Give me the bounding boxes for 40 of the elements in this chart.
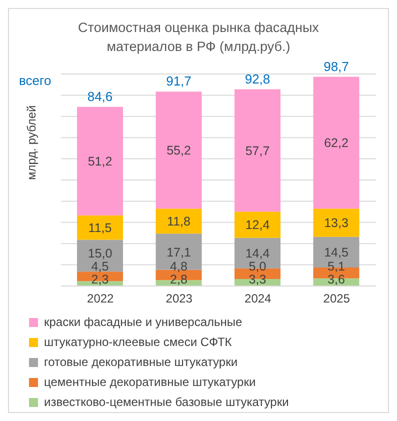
- bar: [313, 76, 360, 209]
- x-tick-label: 2023: [166, 292, 193, 306]
- data-label: 14,5: [324, 246, 348, 260]
- total-label: 84,6: [87, 88, 113, 104]
- total-label: 91,7: [166, 74, 192, 89]
- data-label: 11,5: [88, 221, 112, 236]
- x-tick-label: 2022: [87, 292, 114, 306]
- data-label: 12,4: [245, 218, 270, 232]
- bar: [313, 208, 360, 237]
- data-label: 4,5: [91, 260, 109, 274]
- chart-title: Стоимостная оценка рынка фасадных материалов в РФ (млрд.руб.): [78, 20, 319, 54]
- legend-label: штукатурно-клеевые смеси СФТК: [44, 335, 232, 349]
- bar: [77, 106, 123, 216]
- data-label: 14,4: [245, 246, 270, 260]
- y-axis-title: млрд. рублей: [24, 105, 38, 180]
- bar: [156, 208, 202, 234]
- data-label: 57,7: [245, 144, 270, 158]
- data-label: 2,8: [170, 272, 188, 286]
- data-label: 51,2: [88, 154, 112, 169]
- legend-label: цементные декоративные штукатурки: [44, 375, 256, 389]
- x-tick-label: 2024: [244, 292, 272, 306]
- total-label: 98,7: [324, 58, 349, 74]
- data-label: 4,8: [170, 260, 188, 274]
- x-tick-label: 2025: [323, 292, 350, 306]
- data-label: 15,0: [88, 246, 112, 260]
- data-label: 13,3: [324, 216, 348, 230]
- text: всего: [19, 73, 52, 88]
- data-label: 11,8: [167, 214, 190, 229]
- bar: [234, 212, 280, 238]
- legend-label: краски фасадные и универсальные: [44, 315, 242, 329]
- data-label: 17,1: [166, 245, 191, 260]
- data-label: 62,2: [324, 136, 348, 150]
- legend-label: известково-цементные базовые штукатурки: [44, 395, 289, 409]
- legend-label: готовые декоративные штукатурки: [44, 355, 238, 369]
- bar: [234, 89, 280, 212]
- bar: [156, 92, 202, 209]
- total-label: 92,8: [244, 71, 270, 86]
- data-label: 2,3: [91, 272, 109, 286]
- data-label: 55,2: [166, 144, 191, 158]
- bar: [77, 215, 123, 240]
